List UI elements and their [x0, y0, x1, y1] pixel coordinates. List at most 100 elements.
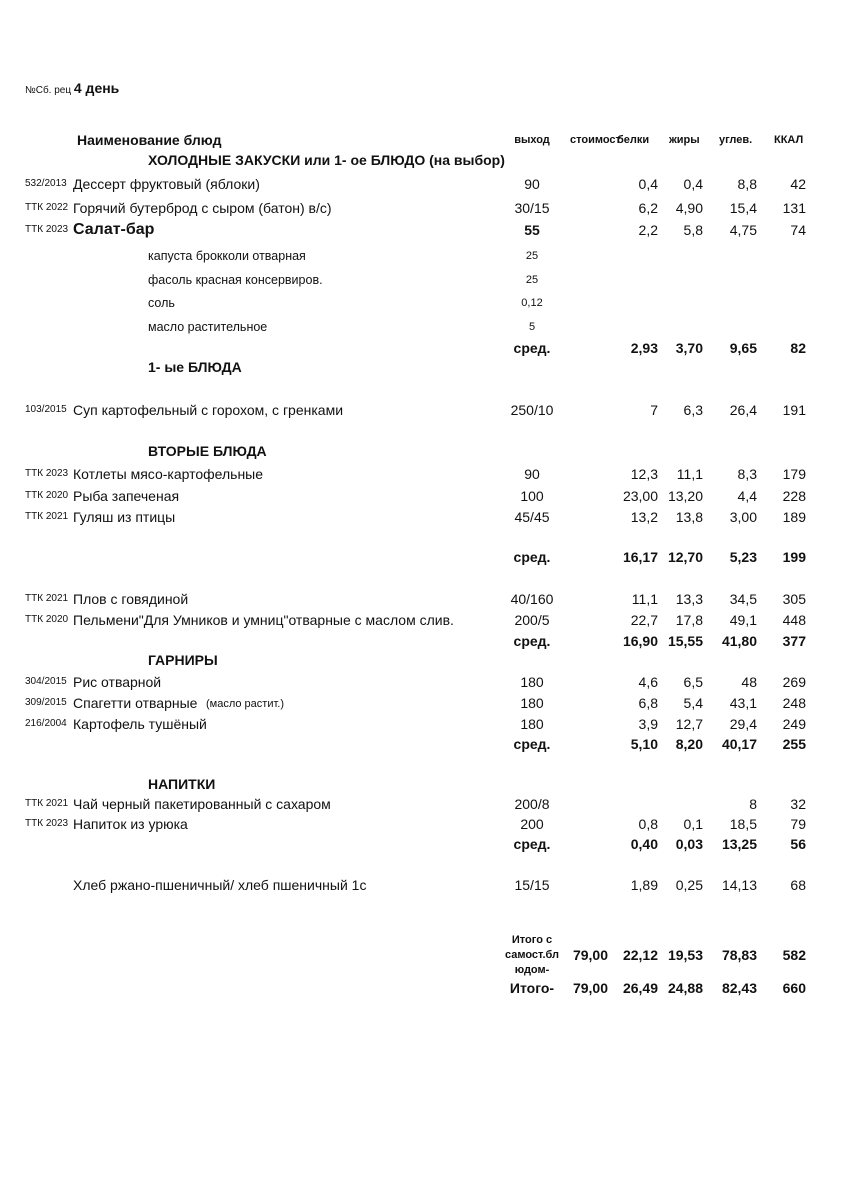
- value-z: 12,7: [675, 716, 703, 732]
- value-u: 4,75: [729, 222, 757, 238]
- value-b: 12,3: [630, 466, 658, 482]
- dish-name: Рыба запеченая: [73, 488, 180, 504]
- value-b: 6,2: [638, 200, 658, 216]
- yield-value: 30/15: [514, 200, 550, 216]
- value-k: 269: [782, 674, 806, 690]
- page-title: №Сб. рец 4 день: [25, 80, 119, 96]
- value-b: 0,8: [638, 816, 658, 832]
- yield-value: 100: [520, 488, 544, 504]
- yield-value: 25: [525, 250, 539, 262]
- value-z: 24,88: [667, 980, 703, 996]
- value-u: 49,1: [729, 612, 757, 628]
- header-b: белки: [617, 134, 650, 146]
- value-b: 1,89: [630, 877, 658, 893]
- dish-note: (масло растит.): [206, 698, 285, 710]
- dish-name: Картофель тушёный: [73, 716, 207, 732]
- value-z: 8,20: [675, 736, 703, 752]
- dish-name: Салат-бар: [73, 221, 155, 238]
- value-k: 189: [782, 509, 806, 525]
- value-z: 13,8: [675, 509, 703, 525]
- value-k: 228: [782, 488, 806, 504]
- recipe-number: ТТК 2023: [25, 224, 69, 235]
- recipe-number: ТТК 2020: [25, 614, 69, 625]
- value-k: 249: [782, 716, 806, 732]
- yield-value: самост.бл: [504, 949, 560, 961]
- header-name: Наименование блюд: [77, 132, 222, 148]
- value-z: 13,3: [675, 591, 703, 607]
- dish-name: Напиток из урюка: [73, 816, 188, 832]
- yield-value: 200: [520, 816, 544, 832]
- value-u: 9,65: [729, 340, 757, 356]
- value-b: 16,90: [622, 633, 658, 649]
- section-heading: НАПИТКИ: [148, 776, 216, 792]
- yield-value: 180: [520, 716, 544, 732]
- recipe-number: ТТК 2022: [25, 202, 69, 213]
- header-u: углев.: [719, 134, 753, 146]
- recipe-number: ТТК 2021: [25, 593, 69, 604]
- value-b: 11,1: [631, 591, 658, 607]
- value-z: 0,03: [675, 836, 703, 852]
- section-heading: 1- ые БЛЮДА: [148, 359, 242, 375]
- value-b: 13,2: [630, 509, 658, 525]
- yield-value: сред.: [513, 633, 551, 649]
- recipe-number: ТТК 2021: [25, 511, 69, 522]
- yield-value: 55: [524, 222, 540, 238]
- value-u: 48: [741, 674, 757, 690]
- value-z: 12,70: [667, 549, 703, 565]
- value-u: 40,17: [721, 736, 757, 752]
- yield-value: 40/160: [510, 591, 554, 607]
- dish-name: Суп картофельный с горохом, с гренками: [73, 402, 344, 418]
- section-heading: ГАРНИРЫ: [148, 652, 218, 668]
- value-u: 4,4: [737, 488, 757, 504]
- value-b: 23,00: [622, 488, 658, 504]
- yield-value: сред.: [513, 549, 551, 565]
- dish-name: Рис отварной: [73, 674, 162, 690]
- value-u: 29,4: [729, 716, 757, 732]
- value-z: 0,1: [683, 816, 703, 832]
- value-z: 5,8: [683, 222, 703, 238]
- value-cost: 79,00: [572, 947, 608, 963]
- value-z: 6,5: [683, 674, 703, 690]
- value-k: 74: [790, 222, 806, 238]
- value-u: 82,43: [721, 980, 757, 996]
- yield-value: 180: [520, 695, 544, 711]
- yield-value: Итого с: [511, 934, 553, 946]
- yield-value: сред.: [513, 340, 551, 356]
- value-z: 0,4: [683, 176, 703, 192]
- value-k: 305: [782, 591, 806, 607]
- yield-value: Итого-: [509, 980, 555, 996]
- value-u: 14,13: [721, 877, 757, 893]
- recipe-number: ТТК 2021: [25, 798, 69, 809]
- yield-value: 0,12: [521, 297, 543, 309]
- value-k: 42: [790, 176, 806, 192]
- value-k: 179: [782, 466, 806, 482]
- value-k: 82: [790, 340, 806, 356]
- value-b: 6,8: [638, 695, 658, 711]
- value-b: 0,4: [638, 176, 658, 192]
- value-u: 43,1: [729, 695, 757, 711]
- value-u: 13,25: [721, 836, 757, 852]
- dish-name: Котлеты мясо-картофельные: [73, 466, 264, 482]
- ingredient-name: масло растительное: [148, 320, 268, 334]
- dish-name: Спагетти отварные: [73, 695, 198, 711]
- title-prefix: №Сб. рец: [25, 85, 72, 96]
- value-u: 41,80: [721, 633, 757, 649]
- yield-value: 5: [528, 321, 536, 333]
- value-b: 16,17: [622, 549, 658, 565]
- recipe-number: ТТК 2023: [25, 468, 69, 479]
- yield-value: 250/10: [510, 402, 554, 418]
- value-k: 255: [782, 736, 806, 752]
- yield-value: сред.: [513, 836, 551, 852]
- value-k: 660: [782, 980, 806, 996]
- value-z: 4,90: [675, 200, 703, 216]
- value-k: 79: [790, 816, 806, 832]
- value-b: 7: [650, 402, 658, 418]
- dish-name: Горячий бутерброд с сыром (батон) в/с): [73, 200, 332, 216]
- section-heading: ВТОРЫЕ БЛЮДА: [148, 443, 267, 459]
- value-z: 13,20: [667, 488, 703, 504]
- yield-value: 90: [524, 466, 540, 482]
- value-z: 17,8: [675, 612, 703, 628]
- value-b: 4,6: [638, 674, 658, 690]
- recipe-number: 103/2015: [25, 404, 67, 415]
